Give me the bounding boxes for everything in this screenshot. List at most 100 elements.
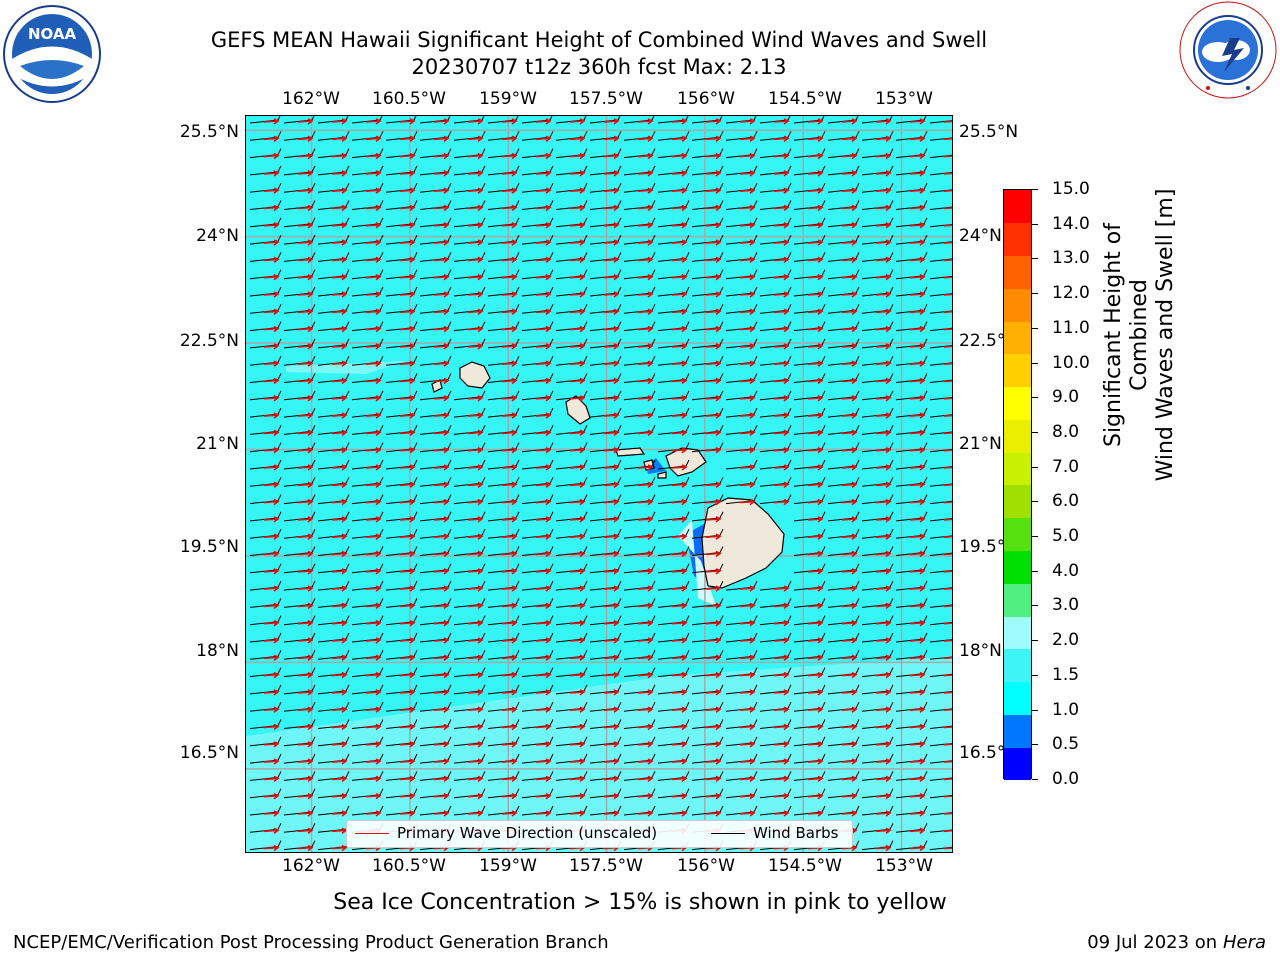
wind-barb bbox=[929, 829, 952, 833]
wave-direction-arrow bbox=[705, 602, 722, 610]
wave-direction-arrow bbox=[807, 256, 824, 264]
wave-direction-arrow bbox=[399, 446, 416, 454]
wind-barb bbox=[929, 414, 952, 418]
wind-barb bbox=[419, 667, 452, 678]
wind-barb bbox=[351, 252, 384, 262]
wind-barb bbox=[895, 116, 927, 124]
wind-barb bbox=[555, 632, 588, 643]
colorbar-tick-label: 1.5 bbox=[1032, 665, 1079, 685]
wind-barb bbox=[725, 494, 758, 505]
wind-barb bbox=[385, 269, 418, 280]
wind-barb bbox=[283, 165, 316, 176]
wave-direction-arrow bbox=[569, 446, 586, 454]
wave-direction-arrow bbox=[773, 273, 790, 281]
wind-barb bbox=[861, 165, 894, 176]
wind-barb bbox=[317, 116, 349, 124]
wind-barb bbox=[589, 373, 622, 383]
wave-direction-arrow bbox=[365, 152, 382, 160]
wave-direction-arrow bbox=[603, 585, 620, 592]
wind-barb bbox=[929, 154, 952, 159]
wave-direction-arrow bbox=[909, 516, 926, 523]
wind-barb bbox=[249, 753, 282, 764]
wave-direction-arrow bbox=[535, 498, 552, 506]
map-panel: Primary Wave Direction (unscaled) Wind B… bbox=[245, 115, 953, 853]
colorbar-segment bbox=[1004, 222, 1031, 257]
wind-barb bbox=[385, 684, 418, 695]
wave-direction-arrow bbox=[603, 775, 620, 783]
wave-direction-arrow bbox=[467, 533, 484, 540]
wind-barb bbox=[691, 182, 724, 193]
wave-direction-arrow bbox=[807, 395, 824, 402]
wave-direction-arrow bbox=[943, 501, 952, 504]
wave-direction-arrow bbox=[569, 741, 586, 748]
wave-direction-arrow bbox=[603, 481, 620, 488]
wind-barb bbox=[453, 200, 486, 210]
wave-direction-arrow bbox=[807, 741, 824, 748]
wave-direction-arrow bbox=[433, 308, 450, 315]
wave-direction-arrow bbox=[773, 723, 790, 731]
wave-direction-arrow bbox=[773, 135, 790, 142]
wind-barb bbox=[691, 771, 724, 781]
wave-direction-arrow bbox=[603, 689, 620, 696]
wind-barb bbox=[317, 321, 350, 332]
wind-barb bbox=[895, 459, 928, 470]
wave-direction-arrow bbox=[705, 273, 722, 281]
wave-direction-arrow bbox=[535, 792, 552, 800]
legend-item-wind-barbs: Wind Barbs bbox=[711, 824, 838, 842]
wave-direction-arrow bbox=[535, 273, 552, 281]
wind-barb bbox=[521, 200, 554, 210]
wind-barb bbox=[657, 269, 690, 280]
wind-barb bbox=[317, 390, 350, 401]
wave-direction-arrow bbox=[535, 550, 552, 558]
wave-direction-arrow bbox=[501, 291, 518, 298]
wave-direction-arrow bbox=[773, 464, 790, 471]
wind-barb bbox=[283, 788, 316, 799]
wave-direction-arrow bbox=[365, 671, 382, 679]
footer-date-text: 09 Jul 2023 on bbox=[1087, 932, 1223, 953]
wave-direction-arrow bbox=[909, 118, 926, 125]
wave-direction-arrow bbox=[501, 308, 518, 315]
wave-direction-arrow bbox=[807, 360, 824, 367]
wave-direction-arrow bbox=[331, 464, 348, 471]
wind-barb bbox=[249, 477, 282, 487]
wind-barb bbox=[827, 407, 860, 418]
wave-direction-arrow bbox=[297, 118, 314, 125]
wave-direction-arrow bbox=[263, 429, 280, 437]
wind-barb bbox=[283, 719, 316, 729]
wind-barb bbox=[317, 355, 350, 366]
wind-barb bbox=[657, 753, 690, 764]
wind-barb bbox=[827, 511, 860, 522]
colorbar-tick-label: 8.0 bbox=[1032, 422, 1079, 442]
wave-direction-arrow bbox=[297, 654, 314, 661]
wind-barb bbox=[351, 269, 384, 280]
wind-barb bbox=[725, 425, 758, 435]
wind-barb bbox=[453, 684, 486, 695]
wind-barb bbox=[827, 650, 860, 660]
wave-direction-arrow bbox=[705, 291, 722, 298]
wave-direction-arrow bbox=[705, 343, 722, 350]
wind-barb bbox=[453, 494, 486, 505]
wind-barb bbox=[453, 425, 486, 435]
wave-direction-arrow bbox=[365, 619, 382, 627]
wind-barb bbox=[861, 615, 894, 626]
wave-direction-arrow bbox=[569, 325, 586, 333]
wave-direction-arrow bbox=[841, 602, 858, 610]
wind-barb bbox=[929, 206, 952, 210]
wave-direction-arrow bbox=[467, 498, 484, 506]
footer-credit: NCEP/EMC/Verification Post Processing Pr… bbox=[13, 932, 609, 953]
wave-direction-arrow bbox=[399, 689, 416, 696]
wind-barb bbox=[929, 258, 952, 262]
wind-barb bbox=[691, 511, 724, 522]
wave-direction-arrow bbox=[297, 775, 314, 783]
wind-barb bbox=[827, 234, 860, 245]
wave-direction-arrow bbox=[263, 256, 280, 264]
wave-direction-arrow bbox=[331, 585, 348, 592]
wind-barb bbox=[555, 116, 587, 124]
wind-barb bbox=[487, 511, 520, 522]
wave-direction-arrow bbox=[943, 570, 952, 573]
wind-barb bbox=[623, 390, 656, 401]
wave-direction-arrow bbox=[331, 516, 348, 523]
wind-barb bbox=[895, 788, 928, 799]
wave-direction-arrow bbox=[637, 533, 654, 540]
wave-direction-arrow bbox=[501, 792, 518, 800]
